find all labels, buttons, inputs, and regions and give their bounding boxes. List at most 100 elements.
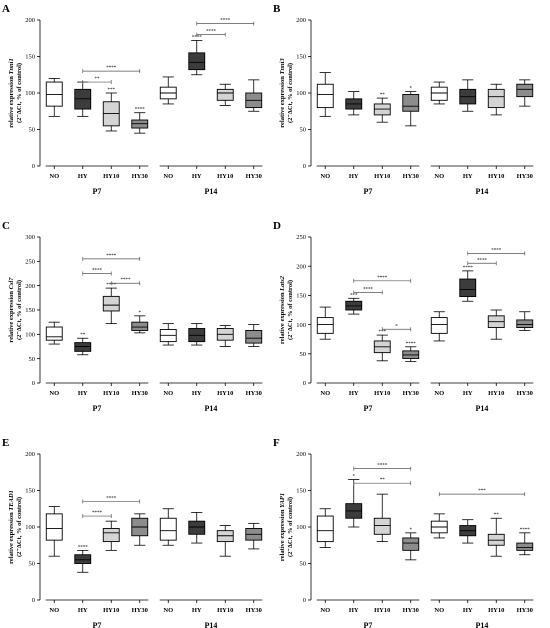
bracket-label: ** (95, 77, 101, 82)
significance-marker: ** (80, 333, 86, 338)
box-no (159, 76, 177, 105)
significance-bracket: **** (467, 258, 497, 266)
box-hy30 (245, 522, 263, 550)
bracket-label: **** (92, 269, 103, 274)
y-axis-label-gene: Tnni1 (8, 58, 15, 74)
panel-letter: A (2, 3, 10, 15)
significance-bracket: ** (353, 478, 412, 486)
y-axis-label-gene: Csl7 (8, 277, 15, 290)
box-no (316, 508, 334, 548)
y-tick-label: 50 (300, 351, 307, 358)
y-axis-label-unit: (2⁻ΔCt, % of control) (16, 280, 23, 340)
box-iqr (74, 554, 92, 564)
box-iqr (487, 88, 505, 109)
category-label: NO (163, 173, 173, 180)
y-axis-label-unit: (2⁻ΔCt, % of control) (16, 63, 23, 123)
group-label: P7 (364, 621, 373, 628)
box-hy (188, 323, 206, 346)
y-tick-label: 0 (303, 597, 306, 604)
bracket-label: **** (206, 30, 217, 35)
category-label: HY (192, 390, 202, 397)
category-label: NO (320, 390, 330, 397)
y-tick-label: 100 (25, 524, 35, 531)
category-label: NO (320, 173, 330, 180)
significance-marker: ** (494, 513, 500, 518)
category-label: HY30 (403, 607, 419, 614)
significance-bracket: **** (82, 254, 141, 261)
significance-marker: **** (463, 266, 474, 271)
box-iqr (245, 329, 263, 344)
category-label: HY (192, 173, 202, 180)
y-axis-label-main: relative expression (8, 511, 15, 564)
box-hy (345, 91, 363, 116)
bracket-label: **** (363, 287, 374, 292)
panel-c: C 0 50 100 150 200 250 300 relative expression C… (2, 220, 263, 413)
y-axis-label-unit: (2⁻ΔCt, % of control) (16, 497, 23, 557)
y-tick-label: 50 (29, 561, 36, 568)
box-iqr (102, 528, 120, 543)
significance-bracket: **** (353, 276, 412, 283)
y-axis-label-main: relative expression (8, 289, 15, 342)
box-no (316, 72, 334, 117)
category-label: HY30 (246, 390, 262, 397)
category-label: HY (349, 607, 359, 614)
box-iqr (516, 83, 534, 98)
y-axis-label-gene: Lats2 (279, 275, 286, 292)
bracket-label: *** (478, 489, 486, 494)
y-axis-label: relative expression Lats2(2⁻ΔCt, % of co… (279, 275, 294, 344)
y-tick-label: 100 (296, 322, 306, 329)
significance-marker: *** (379, 330, 387, 335)
box-hy30: * (402, 87, 420, 127)
y-axis-label-gene: Tnni3 (279, 58, 286, 75)
bracket-label: * (395, 324, 398, 329)
y-tick-label: 0 (32, 163, 35, 170)
category-label: NO (49, 173, 59, 180)
box-hy10 (216, 325, 234, 347)
bracket-label: ** (380, 478, 386, 483)
box-hy10 (487, 83, 505, 116)
category-label: HY30 (132, 390, 148, 397)
significance-marker: **** (192, 35, 203, 40)
box-iqr (516, 542, 534, 551)
box-hy30: **** (402, 342, 420, 362)
y-tick-label: 0 (32, 597, 35, 604)
group-label: P14 (476, 621, 489, 628)
category-label: HY30 (517, 173, 533, 180)
bracket-label: **** (106, 254, 117, 259)
y-axis-label: relative expression Tnni3(2⁻ΔCt, % of co… (279, 58, 294, 128)
significance-marker: * (410, 528, 413, 533)
bracket-label: **** (477, 258, 488, 263)
category-label: NO (320, 607, 330, 614)
box-hy10: ** (373, 93, 391, 123)
significance-marker: **** (135, 108, 146, 113)
box-no (159, 508, 177, 546)
category-label: HY30 (246, 173, 262, 180)
box-iqr (131, 321, 149, 331)
box-no (430, 311, 448, 342)
box-hy (188, 512, 206, 544)
box-iqr (459, 278, 477, 298)
box-iqr (430, 86, 448, 101)
category-label: HY10 (217, 607, 233, 614)
category-label: HY (349, 390, 359, 397)
y-axis-label-gene: YAP1 (279, 493, 286, 508)
box-iqr (402, 537, 420, 551)
category-label: HY30 (517, 390, 533, 397)
box-hy (74, 81, 92, 117)
y-axis-label-unit: (2⁻ΔCt, % of control) (287, 63, 294, 123)
box-iqr (402, 94, 420, 112)
y-tick-label: 100 (25, 90, 35, 97)
category-label: HY10 (103, 390, 119, 397)
box-hy30 (245, 324, 263, 347)
panel-f: F 0 50 100 150 200 relative expression YAP1(2⁻… (273, 437, 534, 628)
category-label: NO (49, 607, 59, 614)
bracket-label: **** (106, 66, 117, 71)
y-tick-label: 200 (25, 17, 35, 24)
group-label: P7 (93, 187, 102, 196)
panel-letter: E (2, 437, 9, 449)
box-hy10: **** (102, 283, 120, 325)
category-label: HY30 (517, 607, 533, 614)
group-label: P7 (364, 187, 373, 196)
y-tick-label: 50 (300, 561, 307, 568)
